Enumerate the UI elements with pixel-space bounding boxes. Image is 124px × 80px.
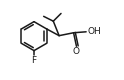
Text: O: O	[73, 47, 80, 56]
Text: OH: OH	[87, 27, 101, 36]
Text: F: F	[31, 56, 37, 65]
